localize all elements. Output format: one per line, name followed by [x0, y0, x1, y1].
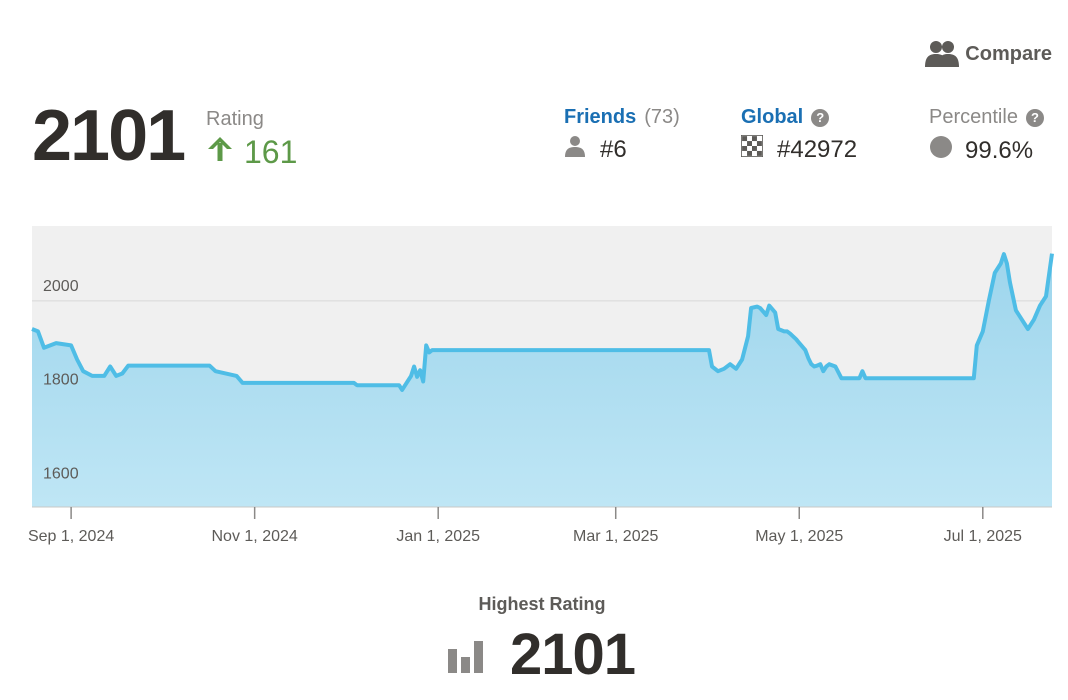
percentile-value: 99.6%	[965, 136, 1034, 164]
friends-stat: Friends (73) #6	[564, 106, 680, 164]
global-link[interactable]: Global	[741, 106, 804, 128]
rating-area	[32, 253, 1052, 507]
arrow-up-icon	[206, 134, 234, 171]
friends-link[interactable]: Friends	[564, 106, 637, 128]
y-tick-label: 1600	[43, 465, 79, 482]
bar-chart-icon	[446, 633, 486, 678]
global-stat: Global ? #42972	[740, 106, 858, 164]
highest-rating: 2101	[446, 622, 636, 687]
user-icon	[564, 135, 586, 164]
percentile-label: Percentile	[929, 106, 1018, 128]
y-tick-label: 1800	[43, 372, 79, 389]
rating-change-value: 161	[244, 134, 298, 170]
friends-count: (73)	[644, 106, 680, 128]
x-tick-label: Jan 1, 2025	[396, 528, 480, 545]
y-tick-label: 2000	[43, 278, 79, 295]
x-tick-label: May 1, 2025	[755, 528, 843, 545]
circle-icon	[929, 135, 953, 166]
checkered-icon	[740, 134, 764, 164]
rating-chart[interactable]: 1600 1800 2000 Sep 1, 2024 Nov 1, 2024 Jan 1…	[0, 220, 1068, 560]
percentile-stat: Percentile ? 99.6%	[929, 106, 1044, 166]
rating-label: Rating	[206, 108, 264, 130]
rating-chart-svg: 1600 1800 2000 Sep 1, 2024 Nov 1, 2024 Jan 1…	[28, 226, 1054, 545]
compare-button[interactable]: Compare	[925, 40, 1052, 68]
compare-label: Compare	[965, 42, 1052, 65]
highest-rating-label: Highest Rating	[478, 594, 606, 614]
question-icon[interactable]: ?	[1025, 108, 1044, 127]
users-icon	[925, 40, 960, 68]
current-rating: 2101	[32, 96, 186, 176]
rating-line	[31, 252, 1054, 392]
x-tick-label: Jul 1, 2025	[944, 528, 1022, 545]
global-rank: #42972	[777, 135, 858, 163]
highest-rating-value: 2101	[510, 622, 636, 687]
x-tick-label: Sep 1, 2024	[28, 528, 114, 545]
x-tick-label: Mar 1, 2025	[573, 528, 658, 545]
rating-change: 161	[206, 134, 297, 171]
friends-rank: #6	[600, 135, 627, 163]
x-tick-label: Nov 1, 2024	[212, 528, 298, 545]
question-icon[interactable]: ?	[811, 108, 830, 127]
